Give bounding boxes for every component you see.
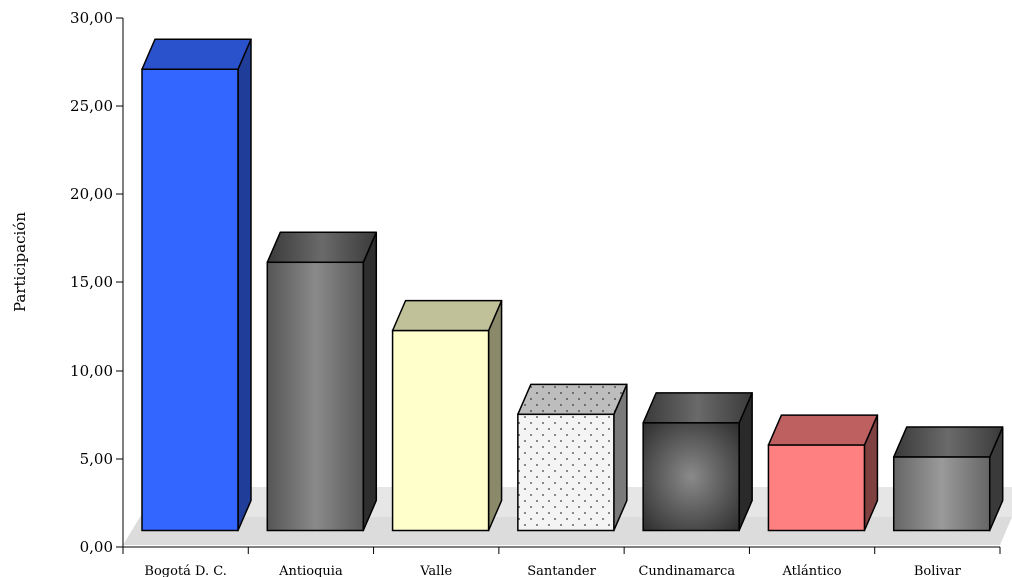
bar bbox=[892, 426, 1004, 532]
bar-top bbox=[266, 231, 378, 264]
bar bbox=[767, 414, 879, 532]
y-tick-label: 15,00 bbox=[70, 273, 113, 291]
bar-front bbox=[266, 261, 365, 532]
category-label: Bogotá D. C. bbox=[144, 564, 226, 577]
bar bbox=[141, 38, 252, 532]
bar-front bbox=[892, 456, 991, 532]
bar-front bbox=[517, 413, 615, 532]
category-label: Antioquia bbox=[278, 564, 343, 577]
bar bbox=[266, 231, 378, 532]
category-label: Valle bbox=[419, 564, 452, 577]
y-axis-title: Participación bbox=[11, 212, 29, 312]
bar-top bbox=[642, 392, 753, 424]
bar-front bbox=[141, 68, 239, 532]
category-label: Cundinamarca bbox=[638, 564, 735, 577]
bar-side bbox=[487, 299, 503, 532]
bar-side bbox=[237, 38, 252, 532]
bar bbox=[517, 383, 628, 532]
bar bbox=[391, 299, 503, 532]
category-label: Bolivar bbox=[914, 564, 962, 577]
bar-top bbox=[391, 299, 503, 332]
y-tick-label: 10,00 bbox=[70, 362, 113, 380]
category-label: Santander bbox=[527, 564, 596, 577]
bar-front bbox=[767, 444, 866, 532]
y-tick-label: 25,00 bbox=[70, 97, 113, 115]
bar-top bbox=[517, 383, 628, 416]
y-tick-label: 20,00 bbox=[70, 185, 113, 203]
bar-front bbox=[391, 329, 490, 532]
y-tick-label: 0,00 bbox=[80, 538, 113, 556]
bar bbox=[642, 392, 753, 532]
bar-top bbox=[767, 414, 879, 446]
bar-top bbox=[141, 38, 252, 70]
bar-top bbox=[892, 426, 1004, 458]
bar-side bbox=[362, 231, 378, 532]
y-tick-label: 30,00 bbox=[70, 9, 113, 27]
y-tick-label: 5,00 bbox=[80, 450, 113, 468]
category-label: Atlántico bbox=[781, 564, 841, 577]
bar-front bbox=[642, 422, 740, 532]
